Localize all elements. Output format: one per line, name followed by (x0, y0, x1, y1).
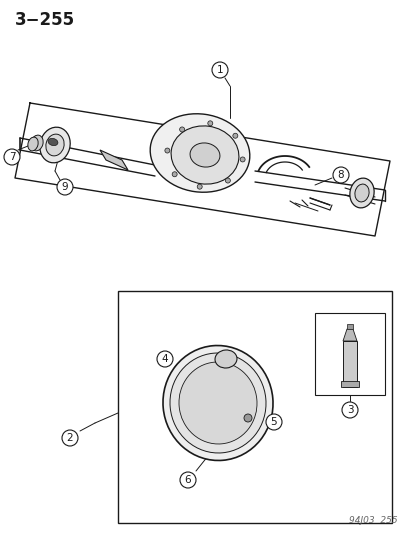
Ellipse shape (48, 139, 58, 146)
Ellipse shape (354, 184, 368, 202)
Text: 4: 4 (161, 354, 168, 364)
Bar (340, 381, 358, 387)
Bar (118, 291, 391, 523)
Circle shape (232, 133, 237, 138)
Text: 6: 6 (184, 475, 191, 485)
Bar (346, 324, 352, 329)
Circle shape (164, 148, 169, 153)
Circle shape (180, 472, 195, 488)
Ellipse shape (171, 126, 238, 184)
Ellipse shape (40, 127, 70, 163)
Circle shape (266, 414, 281, 430)
Circle shape (341, 402, 357, 418)
Ellipse shape (178, 362, 256, 444)
Polygon shape (100, 150, 128, 170)
Ellipse shape (150, 114, 249, 192)
Circle shape (157, 351, 173, 367)
Text: 2: 2 (66, 433, 73, 443)
Text: 1: 1 (216, 65, 223, 75)
Circle shape (207, 121, 212, 126)
Text: 5: 5 (270, 417, 277, 427)
Ellipse shape (190, 143, 219, 167)
Circle shape (4, 149, 20, 165)
Circle shape (211, 62, 228, 78)
Bar (314, 313, 384, 395)
Ellipse shape (170, 353, 266, 453)
Bar (342, 341, 356, 387)
Circle shape (225, 178, 230, 183)
Ellipse shape (163, 345, 272, 461)
Circle shape (197, 184, 202, 189)
Text: 9: 9 (62, 182, 68, 192)
Ellipse shape (46, 134, 64, 156)
Text: 94J03  255: 94J03 255 (349, 516, 397, 525)
Circle shape (62, 430, 78, 446)
Ellipse shape (28, 137, 38, 151)
Circle shape (240, 157, 244, 162)
Text: 8: 8 (337, 170, 344, 180)
Circle shape (179, 127, 184, 132)
Circle shape (332, 167, 348, 183)
Circle shape (172, 172, 177, 177)
Circle shape (57, 179, 73, 195)
Circle shape (243, 414, 252, 422)
Ellipse shape (349, 178, 373, 208)
Text: 7: 7 (9, 152, 15, 162)
Text: 3−255: 3−255 (15, 11, 75, 29)
Ellipse shape (31, 135, 43, 151)
Polygon shape (342, 329, 356, 341)
Ellipse shape (214, 350, 236, 368)
Text: 3: 3 (346, 405, 352, 415)
